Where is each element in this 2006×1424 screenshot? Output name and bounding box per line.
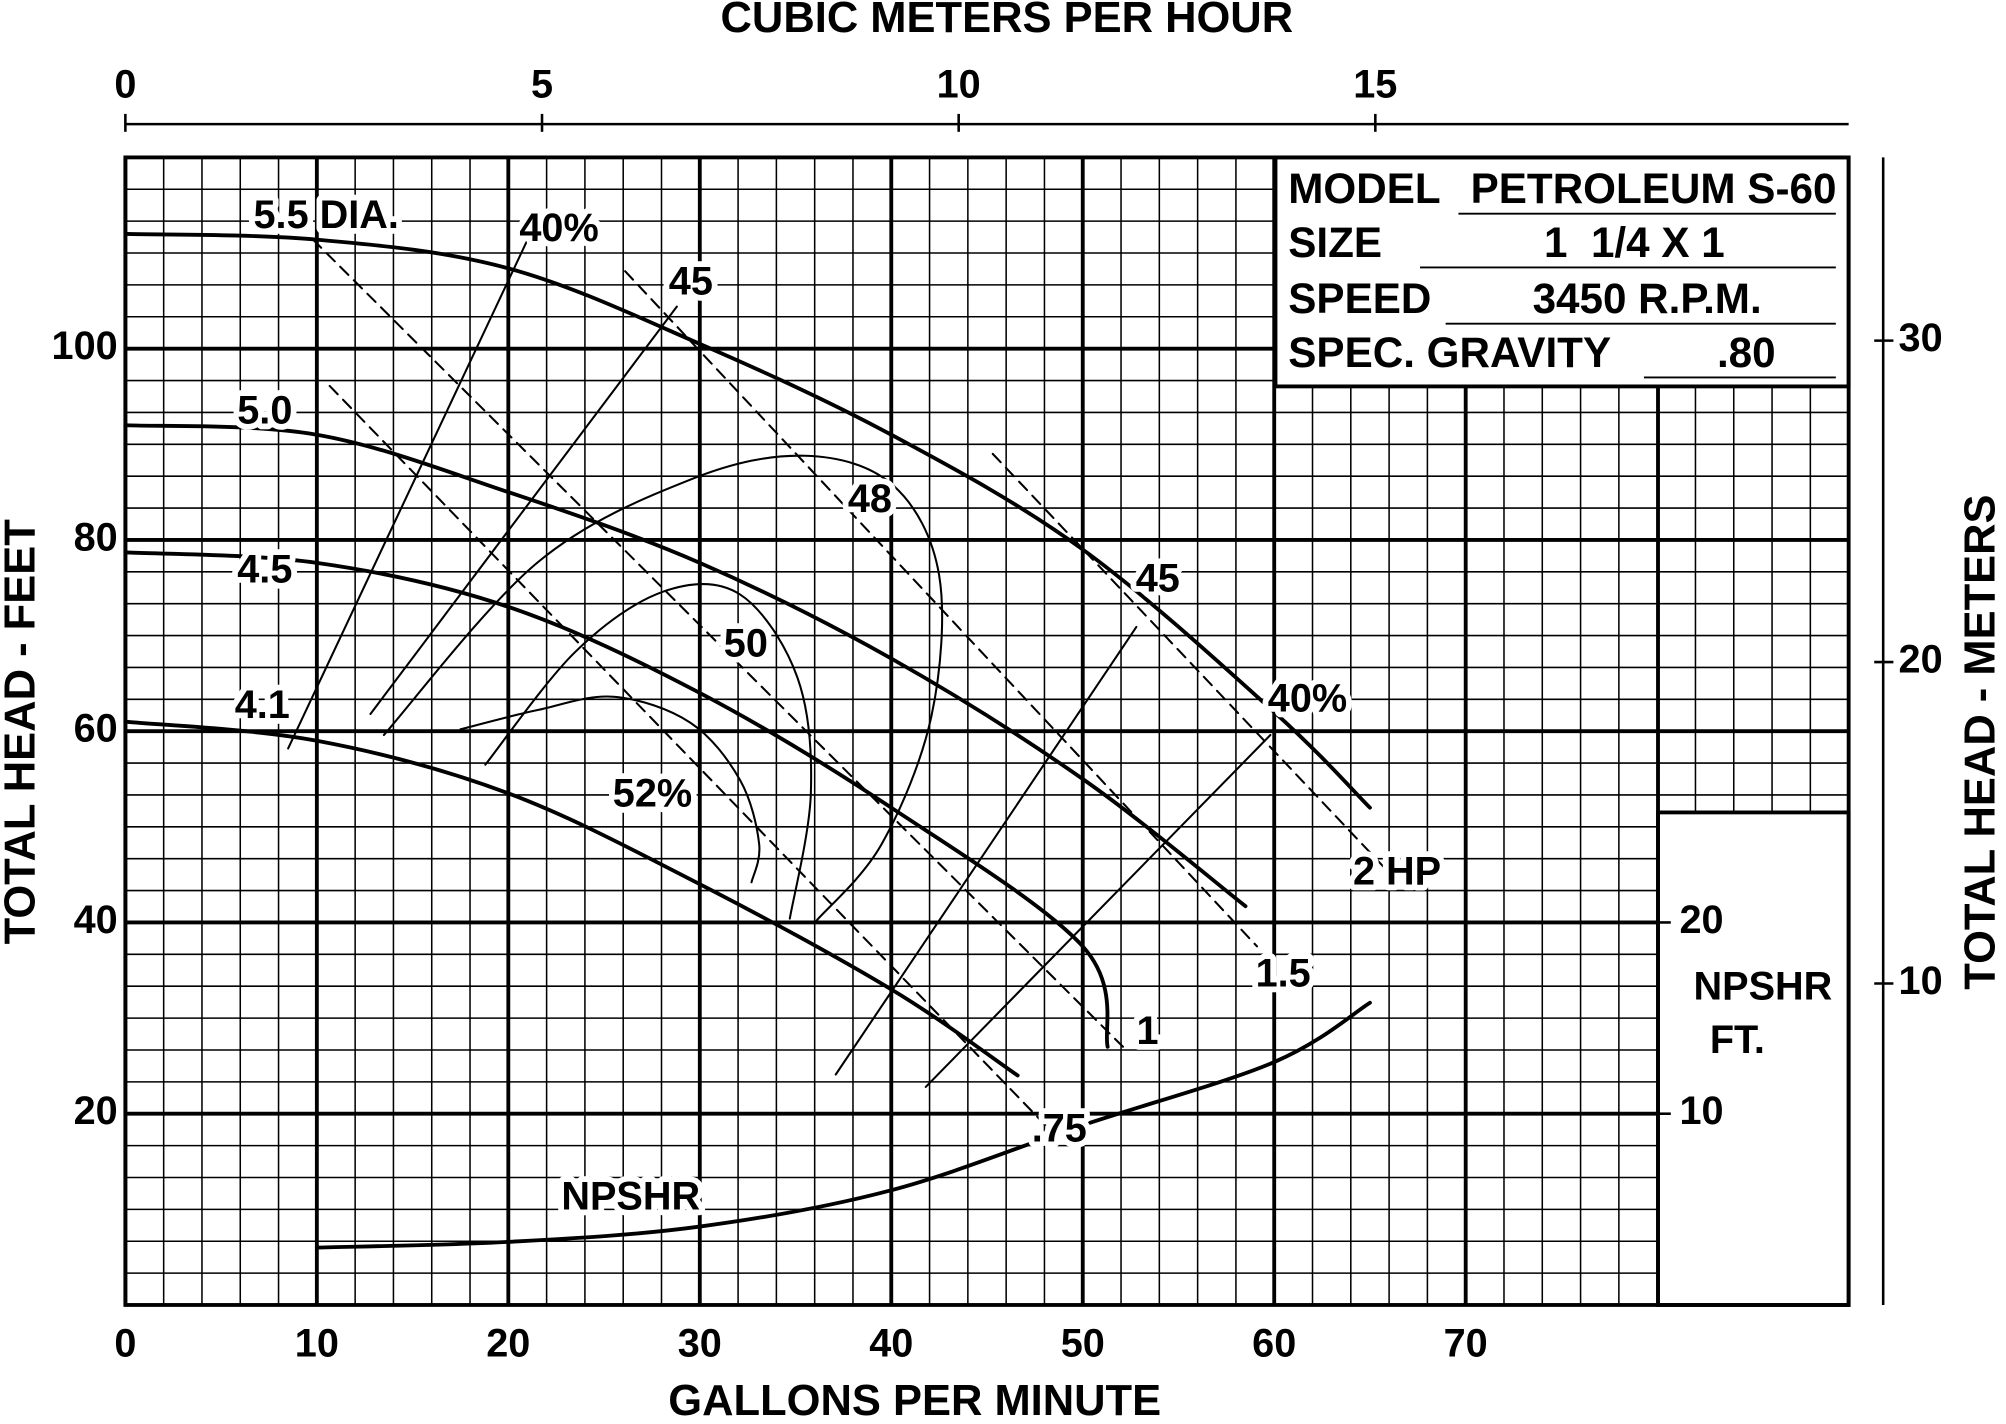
info-value: .80 <box>1717 329 1776 376</box>
series-label: 2 HP <box>1353 849 1441 893</box>
x-axis-title: GALLONS PER MINUTE <box>668 1377 1161 1424</box>
efficiency-curve <box>484 583 813 920</box>
diameter-curve <box>123 719 1020 1078</box>
efficiency-curve <box>834 625 1138 1076</box>
npshr-box <box>1656 810 1851 1307</box>
power-curve <box>328 384 1048 1128</box>
series-label: 1 <box>1137 1009 1159 1053</box>
x-tick-label: 70 <box>1444 1321 1488 1365</box>
y2-tick-label: 20 <box>1899 638 1943 682</box>
efficiency-curve <box>382 454 944 922</box>
y-tick-label: 40 <box>74 898 118 942</box>
info-box <box>1273 155 1851 389</box>
series-label: 1.5 <box>1256 952 1311 996</box>
info-label: SPEED <box>1288 275 1431 322</box>
info-label: MODEL <box>1288 165 1440 212</box>
x-tick-label: 30 <box>678 1321 722 1365</box>
x2-axis-title: CUBIC METERS PER HOUR <box>721 0 1294 42</box>
x-tick-label: 60 <box>1252 1321 1296 1365</box>
x2-tick-label: 10 <box>937 63 981 107</box>
info-label: SIZE <box>1288 219 1382 266</box>
y2-axis-title: TOTAL HEAD - METERS <box>1956 494 2004 989</box>
efficiency-curve <box>459 695 761 884</box>
series-label: 40% <box>519 206 598 250</box>
x-tick-label: 0 <box>114 1321 136 1365</box>
x-tick-label: 10 <box>295 1321 339 1365</box>
x-tick-label: 40 <box>869 1321 913 1365</box>
diameter-curve <box>123 550 1110 1049</box>
info-value: 1 1/4 X 1 <box>1544 219 1725 266</box>
series-label: 50 <box>724 622 768 666</box>
series-label: 45 <box>1136 556 1180 600</box>
plot-border <box>123 155 1851 1307</box>
series-label: 5.0 <box>237 389 292 433</box>
info-value: 3450 R.P.M. <box>1533 275 1762 322</box>
x2-tick-label: 0 <box>114 63 136 107</box>
y-tick-label: 80 <box>74 515 118 559</box>
y-tick-label: 100 <box>52 324 118 368</box>
series-label: 40% <box>1268 677 1347 721</box>
y3-tick-label: 10 <box>1679 1089 1723 1133</box>
npshr-curve <box>314 1000 1372 1250</box>
series-label: 52% <box>613 771 692 815</box>
series-label: 45 <box>669 260 713 304</box>
power-curve <box>311 238 1124 1048</box>
info-value: PETROLEUM S-60 <box>1471 165 1837 212</box>
series-label: 5.5 DIA. <box>254 193 399 237</box>
x2-tick-label: 15 <box>1353 63 1397 107</box>
y3-tick-label: 20 <box>1679 898 1723 942</box>
efficiency-curve <box>287 234 531 750</box>
power-curve <box>991 452 1393 876</box>
x-tick-label: 20 <box>486 1321 530 1365</box>
y2-tick-label: 10 <box>1899 959 1943 1003</box>
y3-axis-title: NPSHR <box>1694 964 1833 1008</box>
diameter-curve <box>123 231 1372 810</box>
series-label: .75 <box>1032 1106 1087 1150</box>
series-label: NPSHR <box>561 1174 700 1218</box>
info-label: SPEC. GRAVITY <box>1288 329 1611 376</box>
series-label: 48 <box>848 477 892 521</box>
x2-tick-label: 5 <box>531 63 553 107</box>
series-label: 4.1 <box>235 683 290 727</box>
y-tick-label: 60 <box>74 707 118 751</box>
y3-axis-title: FT. <box>1710 1018 1765 1062</box>
y-axis-title: TOTAL HEAD - FEET <box>0 519 45 945</box>
x-tick-label: 50 <box>1061 1321 1105 1365</box>
series-label: 4.5 <box>237 547 292 591</box>
diameter-curve <box>123 423 1248 909</box>
y2-tick-label: 30 <box>1899 316 1943 360</box>
efficiency-curve <box>924 733 1272 1088</box>
y-tick-label: 20 <box>74 1089 118 1133</box>
efficiency-curve <box>369 305 678 716</box>
